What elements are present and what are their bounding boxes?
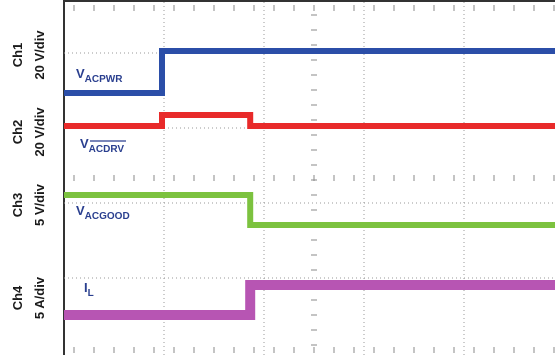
signal-name-subscript: L [88, 288, 94, 299]
channel-label: Ch1 [10, 43, 25, 68]
signal-name-subscript: ACDRV [89, 144, 125, 155]
signal-name-subscript: ACGOOD [85, 211, 130, 222]
grid-lines [64, 2, 555, 355]
trace-ch3 [64, 192, 555, 228]
trace-ch1 [64, 48, 555, 96]
signal-name-label: VACDRV [80, 136, 124, 155]
scale-label: 5 A/div [32, 276, 47, 319]
channel-label: Ch4 [10, 285, 25, 310]
plot-frame [63, 0, 555, 355]
traces [64, 48, 555, 320]
scale-label: 5 V/div [32, 183, 47, 226]
signal-name-main: V [80, 136, 89, 151]
signal-name-label: VACGOOD [76, 203, 130, 222]
signal-name-main: V [76, 66, 85, 81]
signal-name-label: VACPWR [76, 66, 123, 85]
scale-label: 20 V/div [32, 30, 47, 80]
trace-ch2 [64, 112, 555, 129]
channel-label: Ch2 [10, 120, 25, 145]
trace-ch4 [64, 280, 555, 320]
scale-label: 20 V/div [32, 107, 47, 157]
signal-name-subscript: ACPWR [85, 74, 124, 85]
signal-name-label: IL [84, 280, 94, 299]
channel-label: Ch3 [10, 193, 25, 218]
signal-name-main: I [84, 280, 88, 295]
signal-name-main: V [76, 203, 85, 218]
